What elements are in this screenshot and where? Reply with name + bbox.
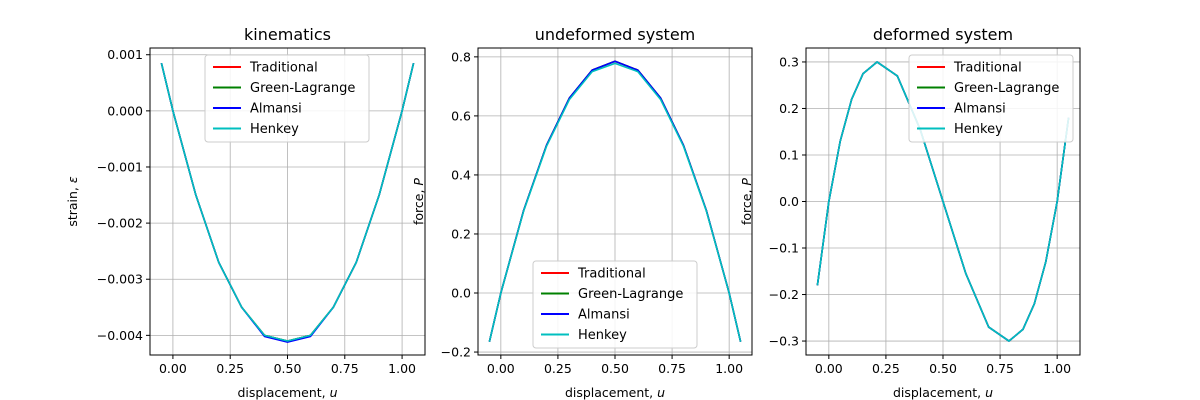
legend-box [204, 54, 370, 143]
chart-panel-2: 0.00 0.25 0.50 0.75 1.00 0.8 0.6 0.4 0.2 0.0 −0.2 u… [411, 25, 753, 400]
y-tick-label: 0.2 [451, 226, 471, 241]
y-tick-label: −0.001 [97, 159, 143, 174]
x-tick-label: 0.50 [929, 361, 957, 376]
legend: Traditional Green-Lagrange Almansi Henkey [204, 54, 370, 143]
legend-label: Green-Lagrange [954, 81, 1059, 96]
legend-label: Henkey [954, 122, 1003, 137]
y-axis-label: strain, ε [65, 176, 80, 227]
x-tick-label: 1.00 [388, 361, 416, 376]
legend-label: Traditional [953, 61, 1022, 76]
x-tick-label: 0.00 [815, 361, 843, 376]
y-tick-label: −0.002 [97, 216, 143, 231]
y-axis-label: force, P [411, 178, 426, 225]
legend-label: Traditional [249, 61, 318, 76]
y-axis-label: force, P [739, 178, 754, 225]
legend: Traditional Green-Lagrange Almansi Henkey [532, 260, 698, 349]
chart-title: deformed system [873, 25, 1013, 44]
y-tick-label: −0.2 [769, 287, 799, 302]
legend-label: Almansi [250, 102, 302, 117]
legend-label: Henkey [578, 328, 627, 343]
x-tick-label: 1.00 [715, 361, 743, 376]
y-tick-label: 0.0 [779, 194, 799, 209]
x-tick-label: 0.00 [159, 361, 187, 376]
y-tick-label: 0.0 [451, 286, 471, 301]
legend-label: Green-Lagrange [578, 287, 683, 302]
legend-label: Almansi [954, 102, 1006, 117]
y-tick-label: −0.003 [97, 272, 143, 287]
y-tick-label: 0.3 [779, 54, 799, 69]
x-axis-label: displacement, u [893, 385, 993, 400]
x-tick-label: 1.00 [1043, 361, 1071, 376]
chart-panel-3: 0.00 0.25 0.50 0.75 1.00 0.3 0.2 0.1 0.0 −0.1 −0.2… [739, 25, 1081, 400]
y-tick-label: −0.2 [441, 345, 471, 360]
y-tick-label: −0.1 [769, 241, 799, 256]
y-tick-label: 0.2 [779, 101, 799, 116]
y-tick-label: 0.001 [107, 47, 143, 62]
x-axis-label: displacement, u [237, 385, 337, 400]
legend-label: Green-Lagrange [250, 81, 355, 96]
x-tick-label: 0.75 [986, 361, 1014, 376]
legend: Traditional Green-Lagrange Almansi Henkey [908, 54, 1074, 143]
x-tick-label: 0.75 [658, 361, 686, 376]
y-tick-label: 0.8 [451, 49, 471, 64]
y-tick-label: −0.3 [769, 334, 799, 349]
series-line-henkey [160, 62, 415, 342]
series-line-henkey [816, 61, 1070, 342]
x-tick-label: 0.00 [487, 361, 515, 376]
x-tick-label: 0.25 [216, 361, 244, 376]
y-tick-label: 0.6 [451, 108, 471, 123]
x-axis-label: displacement, u [565, 385, 665, 400]
legend-label: Henkey [250, 122, 299, 137]
chart-title: kinematics [244, 25, 331, 44]
legend-label: Traditional [577, 267, 646, 282]
x-tick-label: 0.25 [544, 361, 572, 376]
x-tick-label: 0.25 [872, 361, 900, 376]
legend-box [532, 260, 698, 349]
legend-label: Almansi [578, 308, 630, 323]
x-tick-label: 0.75 [331, 361, 359, 376]
y-tick-label: −0.004 [97, 328, 143, 343]
x-tick-label: 0.50 [274, 361, 302, 376]
x-tick-label: 0.50 [601, 361, 629, 376]
legend-box [908, 54, 1074, 143]
chart-panel-1: 0.00 0.25 0.50 0.75 1.00 0.001 0.000 −0.001 −0.0… [65, 25, 426, 400]
y-tick-label: 0.000 [107, 103, 143, 118]
chart-title: undeformed system [535, 25, 696, 44]
y-tick-label: 0.1 [779, 147, 799, 162]
y-tick-label: 0.4 [451, 167, 471, 182]
series-line-henkey [488, 62, 742, 342]
